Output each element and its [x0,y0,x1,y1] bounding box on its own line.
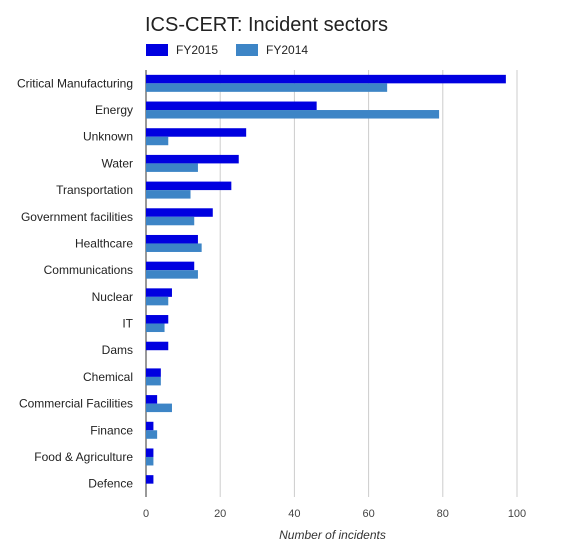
bar-fy2014-healthcare [146,243,202,252]
chart-title: ICS-CERT: Incident sectors [145,14,389,36]
legend-item-fy2014: FY2014 [236,43,308,57]
x-tick-label-40: 40 [288,508,300,520]
bar-fy2014-commercial-facilities [146,403,172,413]
bar-fy2014-critical-manufacturing [146,83,388,92]
x-tick-label-80: 80 [437,508,449,520]
category-label-unknown: Unknown [83,130,133,144]
legend-swatch-fy2015 [146,44,168,56]
bar-fy2014-food-agriculture [146,456,154,466]
bar-fy2014-it [146,323,165,333]
bar-fy2015-transportation [146,181,232,191]
legend-label-fy2014: FY2014 [266,43,309,57]
category-label-nuclear: Nuclear [92,290,133,304]
bar-fy2014-transportation [146,190,191,199]
bar-fy2014-unknown [146,136,169,146]
category-label-healthcare: Healthcare [75,236,133,250]
category-label-critical-manufacturing: Critical Manufacturing [17,76,133,90]
legend-swatch-fy2014 [236,44,259,56]
bar-fy2014-finance [146,430,158,439]
bar-fy2015-it [146,315,169,324]
bar-fy2015-dams [146,341,169,351]
legend-item-fy2015: FY2015 [146,43,218,57]
bar-fy2014-chemical [146,376,161,386]
bar-fy2015-water [146,154,239,164]
x-tick-label-60: 60 [362,508,374,520]
x-tick-label-20: 20 [214,508,226,520]
bar-fy2014-nuclear [146,296,169,306]
bar-fy2015-unknown [146,128,247,137]
category-label-chemical: Chemical [83,370,133,384]
category-label-commercial-facilities: Commercial Facilities [19,397,133,411]
bar-fy2015-food-agriculture [146,448,154,457]
category-label-finance: Finance [90,423,133,437]
bar-fy2014-communications [146,270,198,279]
bar-fy2014-energy [146,110,440,119]
category-label-government-facilities: Government facilities [21,210,133,224]
bar-fy2015-critical-manufacturing [146,74,506,84]
bar-fy2015-communications [146,261,195,271]
bar-fy2015-defence [146,475,154,484]
bar-fy2015-finance [146,421,154,431]
bar-fy2015-commercial-facilities [146,395,158,404]
bar-fy2014-government-facilities [146,216,195,226]
legend: FY2015 FY2014 [146,42,326,58]
category-label-defence: Defence [88,477,133,491]
category-label-energy: Energy [95,103,133,117]
x-tick-label-100: 100 [508,508,526,520]
legend-label-fy2015: FY2015 [176,43,219,57]
bar-fy2015-healthcare [146,234,198,244]
x-tick-label-0: 0 [143,508,149,520]
category-label-it: IT [122,317,133,331]
bar-fy2014-water [146,163,198,172]
bar-fy2015-government-facilities [146,208,213,217]
category-label-transportation: Transportation [56,183,133,197]
category-label-food-agriculture: Food & Agriculture [34,450,133,464]
category-label-communications: Communications [44,263,133,277]
category-label-water: Water [101,156,133,170]
bar-fy2015-energy [146,101,317,111]
x-axis-label: Number of incidents [279,528,386,542]
bar-fy2015-chemical [146,368,161,377]
bar-fy2015-nuclear [146,288,172,297]
category-label-dams: Dams [102,343,133,357]
